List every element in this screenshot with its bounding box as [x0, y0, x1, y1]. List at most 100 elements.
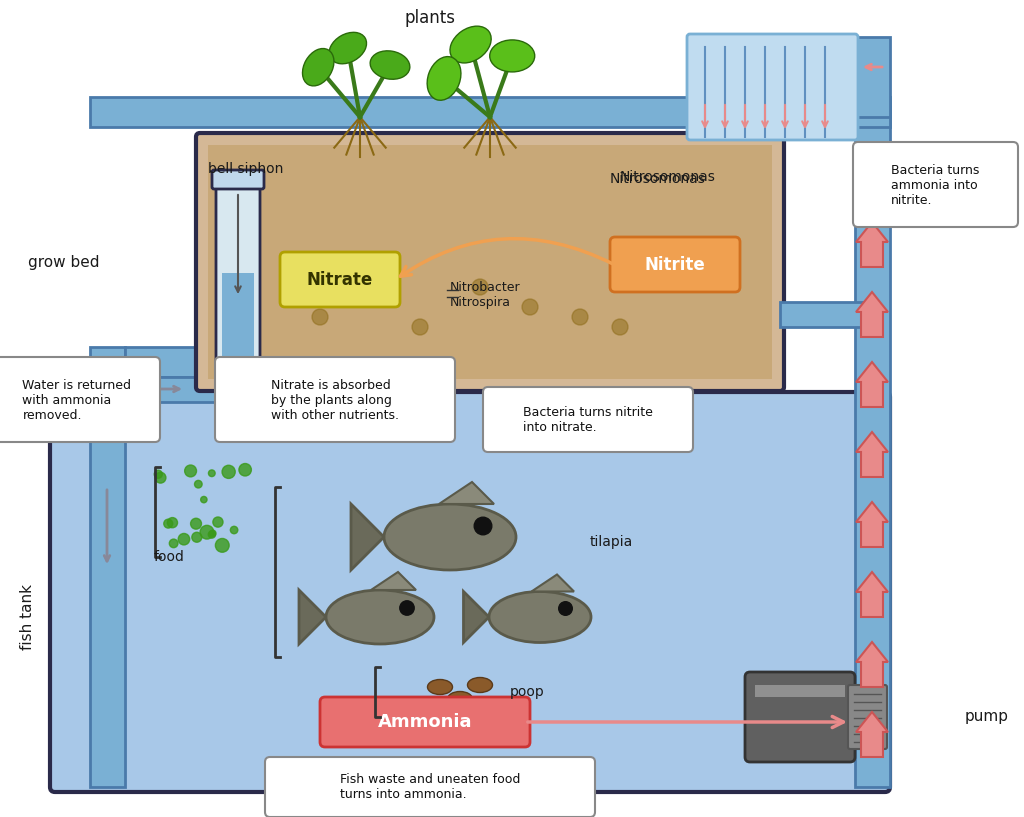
Polygon shape: [351, 504, 384, 570]
FancyBboxPatch shape: [848, 685, 887, 749]
Circle shape: [572, 309, 588, 325]
FancyBboxPatch shape: [610, 237, 740, 292]
Circle shape: [222, 465, 236, 479]
FancyArrow shape: [856, 572, 888, 617]
FancyArrow shape: [856, 642, 888, 687]
Circle shape: [522, 299, 538, 315]
FancyArrow shape: [856, 712, 888, 757]
Ellipse shape: [489, 592, 591, 642]
Text: Nitrite: Nitrite: [645, 256, 706, 274]
FancyBboxPatch shape: [855, 37, 890, 117]
Circle shape: [167, 517, 177, 528]
Circle shape: [472, 279, 488, 295]
FancyArrow shape: [856, 152, 888, 197]
Circle shape: [209, 470, 215, 476]
FancyBboxPatch shape: [265, 757, 595, 817]
Polygon shape: [371, 572, 416, 590]
Circle shape: [213, 517, 223, 527]
Text: tilapia: tilapia: [590, 535, 633, 549]
Text: Water is returned
with ammonia
removed.: Water is returned with ammonia removed.: [23, 378, 131, 422]
Bar: [755, 685, 845, 697]
Ellipse shape: [326, 590, 434, 644]
FancyArrow shape: [856, 502, 888, 547]
Text: plants: plants: [404, 9, 456, 27]
FancyBboxPatch shape: [125, 347, 210, 377]
Circle shape: [164, 519, 173, 528]
Ellipse shape: [447, 691, 472, 707]
Bar: [222, 273, 254, 373]
Text: poop: poop: [510, 685, 545, 699]
Circle shape: [559, 601, 572, 615]
Circle shape: [155, 472, 166, 483]
Circle shape: [208, 531, 215, 538]
Circle shape: [399, 600, 414, 615]
FancyBboxPatch shape: [0, 357, 160, 442]
Text: pump: pump: [965, 709, 1009, 725]
Circle shape: [191, 532, 202, 542]
Circle shape: [210, 530, 216, 537]
Ellipse shape: [468, 677, 493, 693]
FancyArrow shape: [856, 362, 888, 407]
FancyBboxPatch shape: [215, 357, 455, 442]
Text: Nitrate is absorbed
by the plants along
with other nutrients.: Nitrate is absorbed by the plants along …: [271, 378, 399, 422]
Circle shape: [352, 289, 368, 305]
FancyBboxPatch shape: [483, 387, 693, 452]
Text: Nitrospira: Nitrospira: [450, 296, 511, 309]
FancyBboxPatch shape: [280, 252, 400, 307]
FancyBboxPatch shape: [90, 347, 125, 787]
Ellipse shape: [427, 56, 461, 100]
Text: fish tank: fish tank: [20, 584, 35, 650]
Ellipse shape: [384, 504, 516, 570]
Circle shape: [412, 319, 428, 335]
FancyBboxPatch shape: [745, 672, 855, 762]
Polygon shape: [531, 574, 574, 592]
Circle shape: [184, 465, 197, 477]
FancyBboxPatch shape: [319, 697, 530, 747]
Circle shape: [155, 471, 162, 478]
Text: Nitrosomonas: Nitrosomonas: [620, 170, 716, 184]
Ellipse shape: [302, 48, 334, 86]
Text: Bacteria turns nitrite
into nitrate.: Bacteria turns nitrite into nitrate.: [523, 406, 653, 434]
Text: food: food: [155, 550, 185, 564]
FancyBboxPatch shape: [212, 170, 264, 189]
Text: Ammonia: Ammonia: [378, 713, 472, 731]
Polygon shape: [439, 482, 494, 504]
Bar: [208, 145, 772, 379]
Text: bell siphon: bell siphon: [208, 162, 284, 176]
Text: Nitrate: Nitrate: [307, 271, 373, 289]
FancyBboxPatch shape: [690, 37, 725, 127]
FancyBboxPatch shape: [196, 133, 784, 391]
FancyArrow shape: [856, 292, 888, 337]
Circle shape: [200, 525, 214, 539]
Ellipse shape: [489, 40, 535, 72]
Text: Nitrobacter: Nitrobacter: [450, 280, 520, 293]
Text: Bacteria turns
ammonia into
nitrite.: Bacteria turns ammonia into nitrite.: [891, 163, 979, 207]
Circle shape: [169, 539, 178, 547]
Circle shape: [178, 534, 189, 545]
Circle shape: [201, 497, 207, 502]
FancyArrow shape: [856, 432, 888, 477]
Circle shape: [474, 517, 492, 535]
FancyBboxPatch shape: [780, 302, 870, 327]
FancyBboxPatch shape: [853, 142, 1018, 227]
Ellipse shape: [427, 680, 453, 694]
Text: Nitrosomonas: Nitrosomonas: [610, 172, 706, 186]
Circle shape: [215, 538, 229, 552]
Ellipse shape: [450, 26, 492, 63]
Circle shape: [195, 480, 202, 488]
Circle shape: [190, 518, 202, 529]
Circle shape: [230, 526, 238, 534]
Circle shape: [312, 309, 328, 325]
FancyBboxPatch shape: [687, 34, 858, 140]
Circle shape: [239, 463, 251, 476]
FancyArrow shape: [856, 222, 888, 267]
Ellipse shape: [370, 51, 410, 79]
Polygon shape: [299, 590, 326, 644]
Text: Fish waste and uneaten food
turns into ammonia.: Fish waste and uneaten food turns into a…: [340, 773, 520, 801]
Ellipse shape: [329, 33, 367, 64]
FancyBboxPatch shape: [55, 397, 885, 787]
FancyBboxPatch shape: [125, 377, 215, 402]
FancyBboxPatch shape: [216, 175, 260, 379]
FancyBboxPatch shape: [90, 97, 890, 127]
Text: grow bed: grow bed: [29, 255, 100, 270]
